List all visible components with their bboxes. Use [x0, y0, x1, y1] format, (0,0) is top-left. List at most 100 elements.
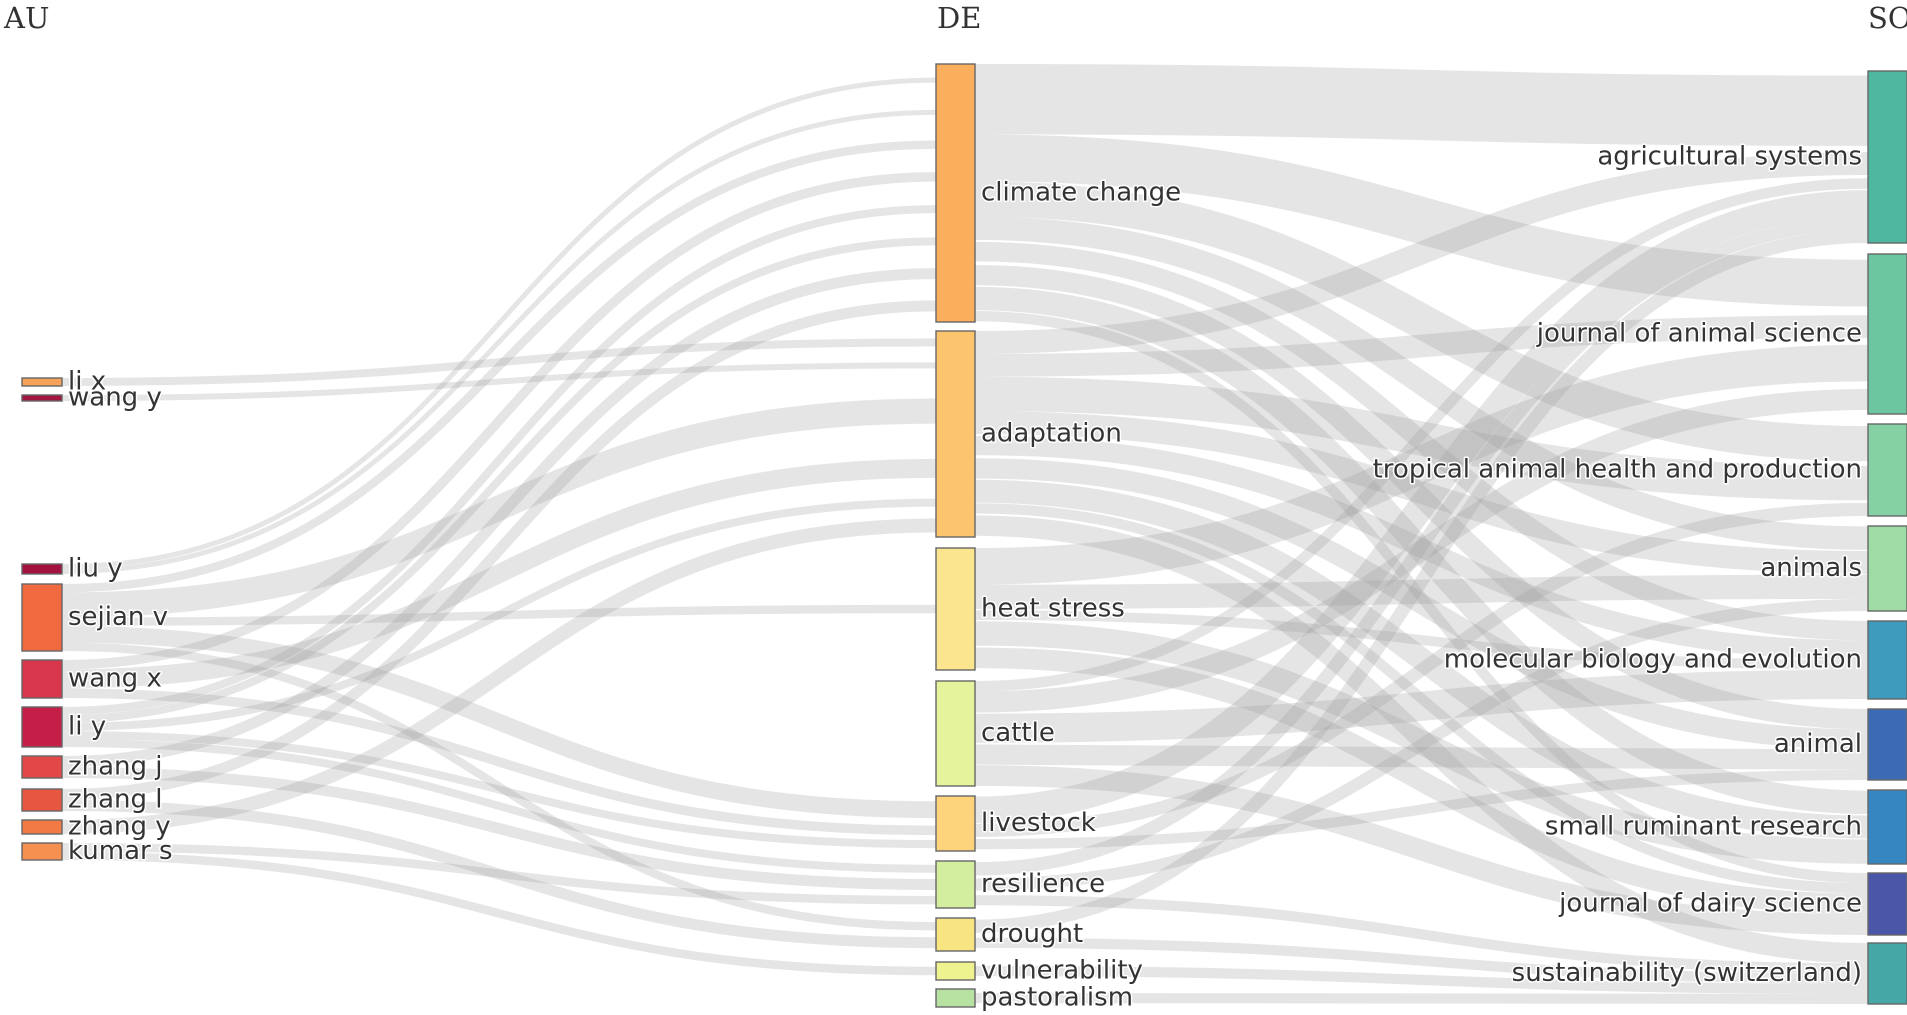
node-bar — [935, 680, 976, 787]
node-label: kumar s — [68, 836, 173, 866]
node-de-resilience[interactable]: resilience — [935, 860, 1107, 909]
link-adaptation-to-animals — [974, 411, 1869, 574]
link-cattle-to-animal — [974, 744, 1869, 770]
link-adaptation-to-animal — [974, 458, 1869, 750]
node-bar — [21, 563, 63, 575]
node-au-zhang-j[interactable]: zhang j — [21, 750, 164, 783]
link-resilience-to-agricultural-systems — [974, 216, 1869, 876]
node-so-small-ruminant-research[interactable]: small ruminant research — [1543, 789, 1907, 865]
node-so-agricultural-systems[interactable]: agricultural systems — [1596, 70, 1907, 244]
node-so-journal-of-dairy-science[interactable]: journal of dairy science — [1557, 872, 1907, 936]
link-cattle-to-molecular-biology-and-evolution — [974, 669, 1869, 743]
link-livestock-to-tropical-animal-health-and-production — [974, 502, 1869, 837]
node-so-sustainability-switzerland[interactable]: sustainability (switzerland) — [1510, 942, 1907, 1005]
link-cattle-to-journal-of-dairy-science — [974, 765, 1869, 936]
node-bar — [1867, 525, 1907, 612]
link-adaptation-to-molecular-biology-and-evolution — [974, 435, 1869, 660]
node-au-kumar-s[interactable]: kumar s — [21, 835, 174, 868]
node-so-journal-of-animal-science[interactable]: journal of animal science — [1534, 253, 1907, 415]
link-kumar-s-to-vulnerability — [61, 851, 937, 976]
node-label: resilience — [981, 869, 1105, 899]
node-label: wang x — [68, 664, 162, 694]
node-au-zhang-l[interactable]: zhang l — [21, 783, 164, 816]
node-bar — [21, 842, 63, 861]
link-cattle-to-agricultural-systems — [974, 178, 1869, 692]
node-label: journal of dairy science — [1558, 889, 1862, 919]
node-au-li-y[interactable]: li y — [21, 706, 108, 748]
node-so-tropical-animal-health-and-production[interactable]: tropical animal health and production — [1371, 423, 1907, 517]
node-bar — [1867, 872, 1907, 936]
link-zhang-j-to-resilience — [61, 767, 937, 890]
link-resilience-to-animals — [974, 598, 1869, 891]
node-bar — [1867, 942, 1907, 1005]
node-label: vulnerability — [981, 956, 1143, 986]
node-au-liu-y[interactable]: liu y — [21, 552, 124, 585]
node-de-adaptation[interactable]: adaptation — [935, 330, 1123, 538]
node-label: liu y — [68, 554, 123, 584]
links-layer — [61, 64, 1869, 1005]
node-de-heat-stress[interactable]: heat stress — [935, 547, 1126, 671]
link-resilience-to-sustainability-switzerland — [974, 895, 1869, 974]
column-titles: AU DE SO — [3, 1, 1907, 35]
node-label: sejian v — [68, 602, 168, 632]
link-livestock-to-agricultural-systems — [974, 190, 1869, 823]
node-label: tropical animal health and production — [1373, 455, 1862, 485]
node-label: li y — [68, 712, 106, 742]
node-bar — [21, 755, 63, 779]
link-li-x-to-adaptation — [61, 338, 937, 386]
link-drought-to-agricultural-systems — [974, 229, 1869, 933]
node-de-pastoralism[interactable]: pastoralism — [935, 981, 1135, 1014]
link-climate-change-to-agricultural-systems — [974, 64, 1869, 146]
node-label: zhang j — [68, 752, 163, 782]
link-heat-stress-to-journal-of-animal-science — [974, 344, 1869, 585]
node-label: adaptation — [981, 419, 1122, 449]
link-li-y-to-resilience — [61, 739, 937, 873]
node-label: sustainability (switzerland) — [1512, 958, 1862, 988]
link-wang-x-to-climate-change — [61, 172, 937, 670]
link-climate-change-to-small-ruminant-research — [974, 286, 1869, 815]
node-label: heat stress — [981, 594, 1125, 624]
node-de-climate-change[interactable]: climate change — [935, 63, 1183, 323]
node-au-wang-x[interactable]: wang x — [21, 659, 163, 699]
link-zhang-l-to-drought — [61, 800, 937, 949]
link-li-y-to-livestock — [61, 731, 937, 849]
column-title-de: DE — [937, 1, 981, 35]
link-adaptation-to-agricultural-systems — [974, 152, 1869, 354]
link-zhang-y-to-adaptation — [61, 518, 937, 834]
node-label: small ruminant research — [1545, 812, 1862, 842]
node-so-molecular-biology-and-evolution[interactable]: molecular biology and evolution — [1442, 620, 1907, 700]
node-de-drought[interactable]: drought — [935, 917, 1085, 952]
link-adaptation-to-tropical-animal-health-and-production — [974, 376, 1869, 501]
node-bar — [21, 394, 63, 402]
node-bar — [1867, 70, 1907, 244]
link-adaptation-to-journal-of-dairy-science — [974, 503, 1869, 894]
node-au-li-x[interactable]: li x — [21, 365, 108, 398]
link-zhang-j-to-climate-change — [61, 268, 937, 767]
link-climate-change-to-journal-of-dairy-science — [974, 310, 1869, 884]
link-liu-y-to-climate-change — [61, 109, 937, 574]
link-cattle-to-journal-of-animal-science — [974, 388, 1869, 713]
node-so-animal[interactable]: animal — [1772, 708, 1907, 781]
link-kumar-s-to-resilience — [61, 843, 937, 905]
node-bar — [935, 988, 976, 1008]
link-adaptation-to-small-ruminant-research — [974, 479, 1869, 839]
node-au-zhang-y[interactable]: zhang y — [21, 810, 172, 843]
node-bar — [1867, 253, 1907, 415]
node-bar — [1867, 620, 1907, 700]
node-de-livestock[interactable]: livestock — [935, 795, 1097, 852]
node-bar — [1867, 423, 1907, 517]
node-label: li x — [68, 367, 106, 397]
link-climate-change-to-tropical-animal-health-and-production — [974, 181, 1869, 462]
node-de-vulnerability[interactable]: vulnerability — [935, 954, 1144, 987]
node-au-sejian-v[interactable]: sejian v — [21, 583, 170, 652]
node-label: climate change — [981, 178, 1181, 208]
node-so-animals[interactable]: animals — [1759, 525, 1907, 612]
node-bar — [935, 917, 976, 952]
link-sejian-v-to-heat-stress — [61, 604, 937, 626]
node-au-wang-y[interactable]: wang y — [21, 381, 163, 414]
link-sejian-v-to-livestock — [61, 625, 937, 819]
link-li-y-to-adaptation — [61, 498, 937, 731]
node-de-cattle[interactable]: cattle — [935, 680, 1056, 787]
